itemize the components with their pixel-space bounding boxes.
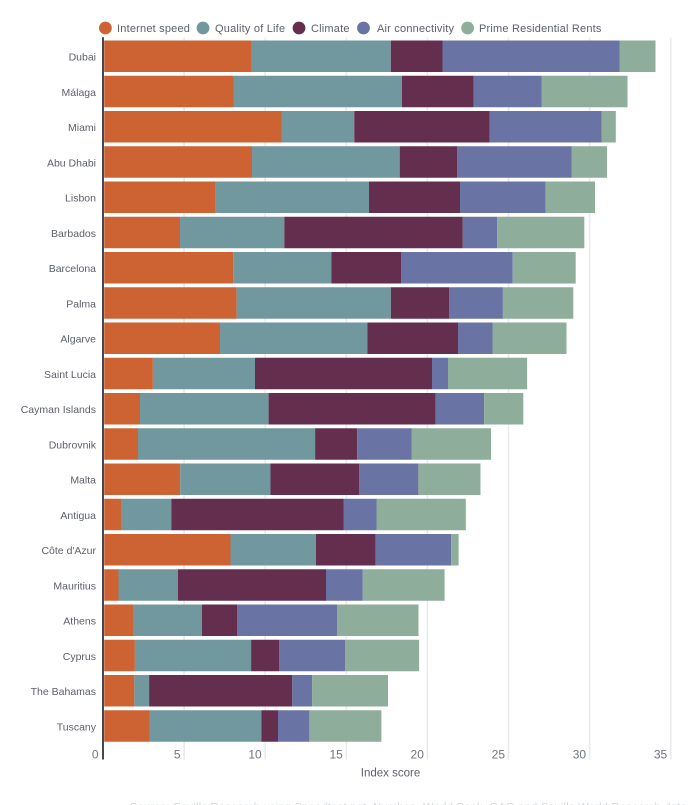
svg-text:Malta: Malta	[70, 475, 96, 487]
svg-text:Air connectivity: Air connectivity	[377, 23, 454, 35]
svg-text:30: 30	[573, 748, 587, 762]
svg-text:10: 10	[248, 748, 262, 762]
svg-text:Barbados: Barbados	[51, 228, 96, 240]
svg-text:Algarve: Algarve	[60, 334, 96, 346]
svg-text:Quality of Life: Quality of Life	[215, 23, 285, 35]
svg-text:Antigua: Antigua	[60, 510, 96, 522]
svg-text:Index score: Index score	[361, 768, 420, 780]
svg-text:Côte d'Azur: Côte d'Azur	[41, 545, 96, 557]
svg-text:Dubai: Dubai	[69, 52, 96, 64]
svg-text:20: 20	[411, 748, 425, 762]
svg-text:Saint Lucia: Saint Lucia	[44, 369, 96, 381]
svg-text:15: 15	[329, 748, 343, 762]
svg-text:Tuscany: Tuscany	[57, 721, 97, 733]
svg-text:Barcelona: Barcelona	[49, 263, 96, 275]
svg-text:Málaga: Málaga	[62, 87, 97, 99]
svg-text:Cyprus: Cyprus	[63, 651, 96, 663]
svg-text:Cayman Islands: Cayman Islands	[21, 404, 96, 416]
svg-text:Abu Dhabi: Abu Dhabi	[47, 157, 96, 169]
svg-text:Internet speed: Internet speed	[117, 23, 190, 35]
svg-text:Mauritius: Mauritius	[53, 580, 96, 592]
svg-text:35: 35	[654, 748, 668, 762]
svg-text:5: 5	[174, 748, 181, 762]
svg-text:Climate: Climate	[311, 23, 350, 35]
svg-text:Athens: Athens	[63, 616, 96, 628]
svg-text:Lisbon: Lisbon	[65, 193, 96, 205]
svg-text:25: 25	[492, 748, 506, 762]
svg-text:Prime Residential Rents: Prime Residential Rents	[479, 23, 602, 35]
svg-text:Miami: Miami	[68, 122, 96, 134]
svg-text:Palma: Palma	[66, 298, 96, 310]
svg-text:0: 0	[92, 748, 99, 762]
svg-text:The Bahamas: The Bahamas	[31, 686, 96, 698]
svg-text:Source: Savills Research using: Source: Savills Research using Speedtest…	[130, 802, 688, 805]
svg-text:Dubrovnik: Dubrovnik	[49, 439, 97, 451]
